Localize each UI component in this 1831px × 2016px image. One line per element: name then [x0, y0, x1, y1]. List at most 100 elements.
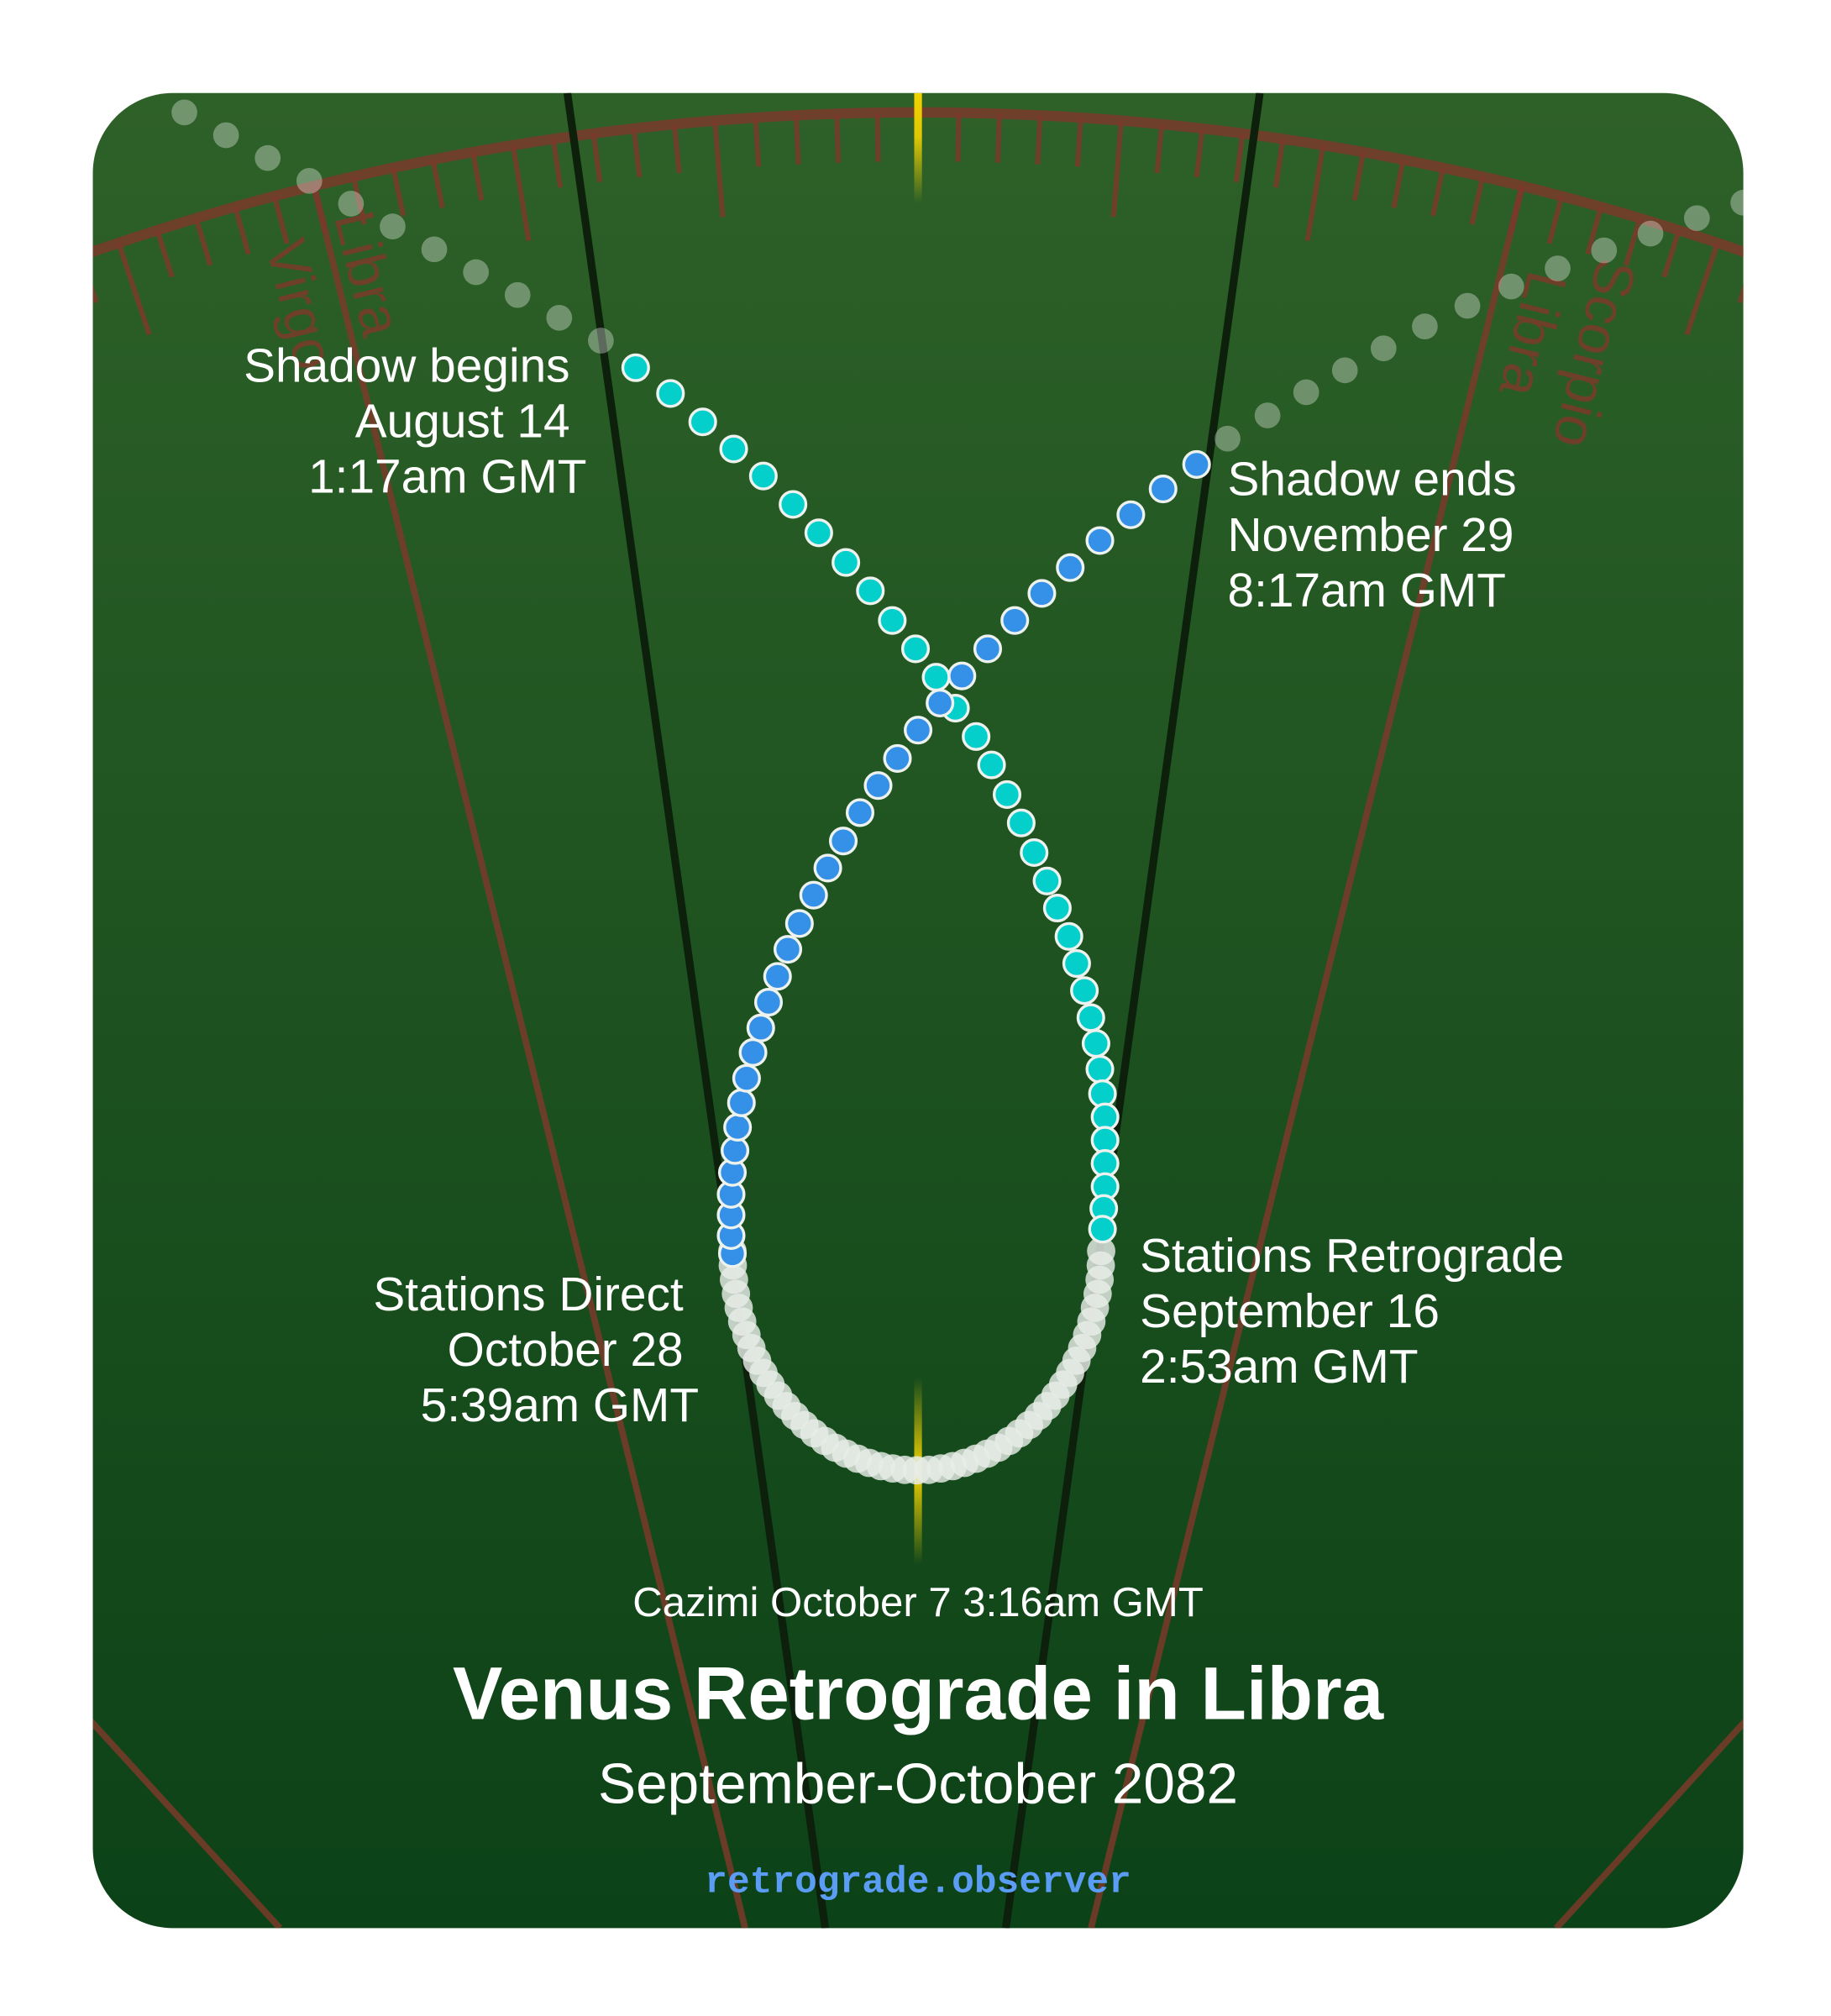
- label-stations-direct-title: Stations Direct: [373, 1268, 684, 1321]
- pre-shadow-dot: [921, 663, 951, 692]
- ecliptic-tick: [92, 255, 99, 303]
- post-shadow-dot: [904, 716, 933, 745]
- website-link[interactable]: retrograde.observer: [705, 1861, 1131, 1903]
- ecliptic-tick: [233, 206, 251, 255]
- trail-dot: [1454, 292, 1481, 319]
- ecliptic-tick: [793, 115, 801, 165]
- trail-dot: [1637, 220, 1664, 247]
- label-shadow-ends-title: Shadow ends: [1228, 454, 1517, 507]
- pre-shadow-dot: [621, 353, 650, 382]
- post-shadow-dot: [727, 1088, 756, 1117]
- trail-dot: [1498, 273, 1524, 300]
- post-shadow-dot: [973, 634, 1003, 664]
- label-shadow-begins-title: Shadow begins: [244, 340, 569, 393]
- ecliptic-tick: [631, 128, 643, 178]
- ecliptic-tick: [994, 113, 1002, 163]
- label-shadow-ends-time: 8:17am GMT: [1228, 564, 1506, 617]
- ecliptic-tick: [510, 144, 532, 242]
- trail-dot: [1215, 425, 1241, 452]
- ecliptic-tick: [550, 139, 564, 188]
- post-shadow-dot: [721, 1136, 750, 1165]
- ecliptic-tick: [1154, 123, 1165, 174]
- pre-shadow-dot: [779, 490, 808, 519]
- post-shadow-dot: [1148, 475, 1178, 504]
- ecliptic-tick: [1351, 151, 1367, 202]
- ecliptic-tick: [470, 151, 485, 202]
- pre-shadow-dot: [962, 722, 991, 751]
- ecliptic-tick: [1304, 144, 1326, 242]
- venus-trail-outside-shadow: [171, 99, 1744, 452]
- trail-dot: [1254, 402, 1281, 428]
- ecliptic-tick: [1391, 159, 1406, 208]
- post-shadow-dot: [746, 1013, 775, 1042]
- label-stations-retrograde: Stations Retrograde September 16 2:53am …: [1140, 1230, 1564, 1394]
- trail-dot: [296, 167, 323, 194]
- label-stations-direct-date: October 28: [448, 1324, 684, 1377]
- trail-dot: [1545, 255, 1571, 281]
- sign-boundary: [1088, 185, 1525, 1929]
- post-shadow-dot: [1085, 526, 1115, 555]
- ecliptic-tick: [955, 113, 962, 162]
- post-shadow-dot: [947, 661, 977, 690]
- venus-retrograde-dots: [718, 1236, 1115, 1485]
- trail-dot: [254, 144, 281, 171]
- label-stations-retrograde-time: 2:53am GMT: [1140, 1341, 1418, 1394]
- pre-shadow-dot: [1088, 1215, 1117, 1244]
- post-shadow-dot: [828, 827, 858, 856]
- ecliptic-tick: [391, 167, 407, 217]
- horizon-line-right: [1001, 92, 1264, 1929]
- ecliptic-tick: [1546, 195, 1565, 244]
- post-shadow-dot: [1027, 579, 1057, 608]
- pre-shadow-dot: [1032, 866, 1062, 895]
- pre-shadow-dot: [1081, 1029, 1110, 1058]
- ecliptic-tick: [1623, 217, 1643, 266]
- diagram-title: Venus Retrograde in Libra: [453, 1651, 1385, 1735]
- ecliptic-tick: [1585, 206, 1604, 255]
- card-background: [92, 92, 1744, 1929]
- ecliptic-tick: [1272, 139, 1286, 188]
- trail-dot: [1591, 237, 1618, 264]
- ecliptic-tick: [1684, 242, 1720, 336]
- post-shadow-dot: [723, 1112, 753, 1142]
- ecliptic-tick: [712, 120, 726, 218]
- label-shadow-begins-date: August 14: [355, 396, 570, 449]
- ecliptic-tick: [1737, 255, 1744, 303]
- post-shadow-dot: [863, 771, 893, 801]
- trail-dot: [1293, 379, 1319, 406]
- sun-line-top: [914, 92, 922, 203]
- ecliptic-tick: [116, 242, 152, 336]
- pre-shadow-dot: [656, 379, 685, 408]
- ecliptic-tick: [1469, 176, 1486, 225]
- trail-dot: [1370, 335, 1397, 362]
- ecliptic-tick: [874, 113, 881, 162]
- pre-shadow-dot: [977, 750, 1006, 780]
- ecliptic-tick: [430, 159, 445, 208]
- ecliptic-tick: [1777, 270, 1794, 316]
- ecliptic-tick: [1194, 128, 1205, 178]
- post-shadow-dot: [753, 988, 784, 1017]
- pre-shadow-dot: [1076, 1003, 1105, 1032]
- diagram-subtitle: September-October 2082: [598, 1752, 1238, 1815]
- pre-shadow-dot: [719, 434, 748, 464]
- ecliptic-tick: [271, 195, 290, 244]
- trail-dot: [463, 259, 489, 286]
- pre-shadow-dot: [992, 780, 1022, 809]
- trail-dot: [421, 236, 448, 263]
- pre-shadow-dot: [1085, 1054, 1115, 1084]
- post-shadow-dot: [1056, 553, 1085, 582]
- sign-boundary: [311, 185, 748, 1929]
- ecliptic-tick: [590, 133, 603, 183]
- trail-dot: [588, 328, 614, 354]
- ecliptic-tick: [42, 270, 59, 316]
- ecliptic-tick: [1074, 117, 1083, 167]
- pre-shadow-dot: [748, 461, 778, 491]
- ecliptic-tick: [193, 217, 213, 266]
- trail-dot: [171, 99, 197, 126]
- post-shadow-dot: [763, 962, 792, 991]
- pre-shadow-dot: [1054, 921, 1083, 951]
- trail-dot: [1412, 313, 1438, 339]
- ecliptic-tick: [1035, 115, 1043, 165]
- venus-pre-shadow-dots: [621, 353, 1120, 1244]
- ecliptic-tick: [1110, 120, 1125, 218]
- post-shadow-dot: [1116, 500, 1146, 529]
